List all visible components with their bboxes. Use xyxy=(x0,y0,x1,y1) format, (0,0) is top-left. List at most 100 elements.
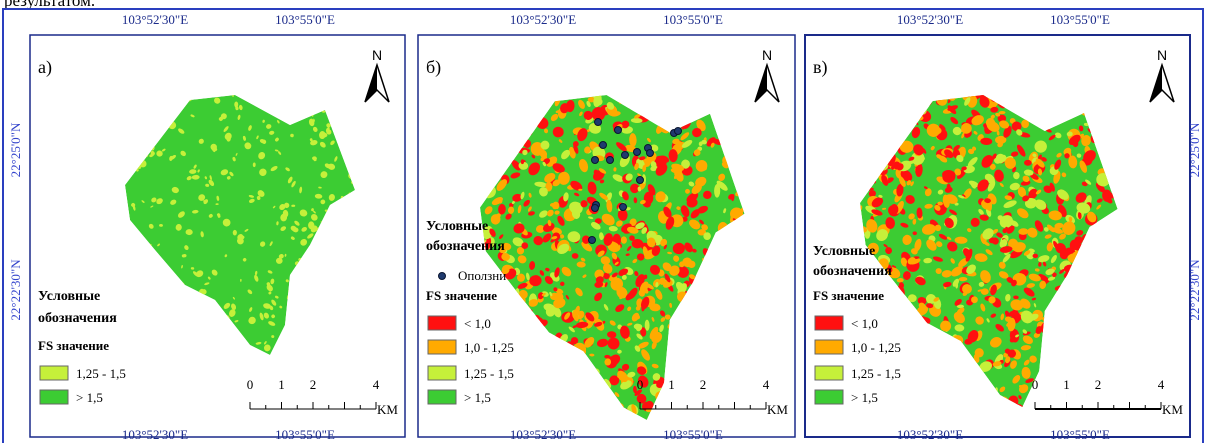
map-patch xyxy=(478,98,487,105)
map-patch xyxy=(687,380,700,393)
map-patch xyxy=(516,299,522,303)
map-patch xyxy=(498,96,508,107)
map-patch xyxy=(886,399,896,410)
map-patch xyxy=(1095,129,1102,136)
map-patch xyxy=(1066,283,1078,295)
map-patch xyxy=(692,337,704,346)
map-patch xyxy=(739,371,743,376)
map-patch xyxy=(869,94,874,97)
scale-label: 4 xyxy=(763,377,770,392)
map-patch xyxy=(920,359,925,365)
map-patch xyxy=(1115,392,1122,399)
map-patch xyxy=(889,131,896,141)
map-patch xyxy=(939,396,944,401)
map-patch xyxy=(961,364,965,371)
map-patch xyxy=(892,324,905,337)
map-patch xyxy=(488,184,492,189)
map-patch xyxy=(300,113,305,118)
map-patch xyxy=(864,158,871,164)
map-patch xyxy=(558,399,568,408)
map-patch xyxy=(966,383,981,397)
map-patch xyxy=(1001,399,1006,405)
landslide-point xyxy=(607,157,614,164)
map-patch xyxy=(610,406,619,414)
map-patch xyxy=(168,99,174,106)
map-patch xyxy=(505,294,512,300)
map-patch xyxy=(252,92,259,99)
map-patch xyxy=(1050,329,1058,336)
map-patch xyxy=(354,103,358,106)
map-patch xyxy=(743,404,747,409)
map-patch xyxy=(706,360,722,375)
scale-label: 4 xyxy=(1158,377,1165,392)
map-patch xyxy=(865,144,872,150)
map-patch xyxy=(985,392,1002,409)
map-patch xyxy=(705,320,714,324)
map-patch xyxy=(142,119,149,127)
map-patch xyxy=(1039,386,1047,391)
map-patch xyxy=(904,377,914,386)
map-patch xyxy=(623,92,630,100)
map-patch xyxy=(1104,238,1112,245)
map-patch xyxy=(1096,244,1105,258)
map-patch xyxy=(1018,101,1022,106)
map-patch xyxy=(534,404,544,416)
map-patch xyxy=(713,309,726,320)
map-patch xyxy=(512,105,521,114)
map-patch xyxy=(1071,360,1082,368)
map-patch xyxy=(1077,342,1091,356)
map-patch xyxy=(1109,109,1116,116)
map-patch xyxy=(1065,278,1071,286)
map-patch xyxy=(341,284,348,291)
map-patch xyxy=(671,416,674,421)
map-patch xyxy=(345,112,347,116)
map-patch xyxy=(1045,388,1055,398)
map-patch xyxy=(939,377,952,390)
scale-label: 2 xyxy=(700,377,707,392)
map-patch xyxy=(1114,153,1124,163)
map-patch xyxy=(276,110,282,115)
map-patch xyxy=(306,260,316,270)
map-patch xyxy=(730,266,740,281)
map-patch xyxy=(315,323,321,328)
map-patch xyxy=(898,287,904,300)
map-patch xyxy=(141,117,148,124)
map-patch xyxy=(1108,109,1116,117)
map-patch xyxy=(1097,296,1112,310)
map-patch xyxy=(919,323,925,327)
legend-label: < 1,0 xyxy=(851,316,878,331)
map-patch xyxy=(482,132,494,142)
map-patch xyxy=(1025,98,1032,106)
map-patch xyxy=(585,382,592,389)
map-patch xyxy=(1115,393,1121,398)
map-patch xyxy=(965,369,977,381)
map-patch xyxy=(1111,382,1117,386)
map-patch xyxy=(123,222,128,226)
map-patch xyxy=(720,345,726,349)
map-patch xyxy=(309,308,312,312)
map-patch xyxy=(722,143,734,155)
map-patch xyxy=(1100,330,1111,338)
map-patch xyxy=(724,349,733,360)
map-patch xyxy=(170,101,175,105)
map-patch xyxy=(526,405,538,418)
map-patch xyxy=(885,392,897,401)
map-patch xyxy=(1112,116,1122,129)
map-patch xyxy=(494,98,502,107)
map-patch xyxy=(499,134,513,142)
map-patch xyxy=(343,98,351,105)
legend-swatch xyxy=(428,340,456,354)
map-patch xyxy=(1053,360,1062,366)
map-patch xyxy=(344,103,348,108)
map-patch xyxy=(702,357,707,362)
map-patch xyxy=(498,110,511,124)
map-patch xyxy=(595,416,600,423)
map-patch xyxy=(719,309,728,319)
map-patch xyxy=(555,418,563,426)
map-patch xyxy=(179,316,187,324)
map-patch xyxy=(1060,107,1068,112)
map-patch xyxy=(1055,319,1064,331)
map-patch xyxy=(1095,311,1099,316)
map-patch xyxy=(208,329,215,337)
map-patch xyxy=(324,306,328,311)
